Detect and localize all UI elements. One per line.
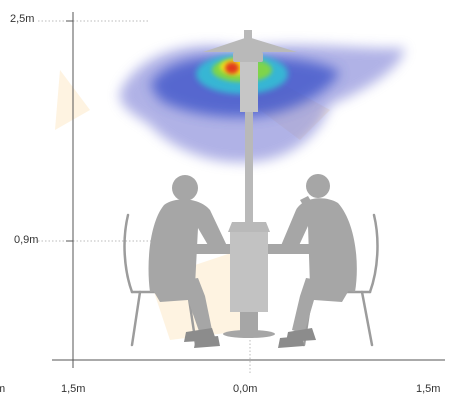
table-foot xyxy=(223,330,275,338)
head-left xyxy=(172,175,198,201)
heater-housing xyxy=(240,62,258,112)
heat-plume xyxy=(119,44,405,163)
heater-base xyxy=(228,222,270,232)
x-label-edge: m xyxy=(0,383,6,395)
legs-left xyxy=(150,278,212,334)
heater-cap xyxy=(244,30,252,39)
heater-pole xyxy=(245,112,253,222)
patio-heater xyxy=(203,30,297,232)
heater-reflector xyxy=(203,37,297,52)
head-right xyxy=(306,174,330,198)
torso-left xyxy=(148,199,228,292)
table-drum xyxy=(230,232,268,312)
x-label-left: 1,5m xyxy=(61,383,86,395)
shoe-right-2 xyxy=(278,336,304,348)
table-leg xyxy=(240,312,258,332)
x-label-center: 0,0m xyxy=(233,383,258,395)
y-label-top: 2,5m xyxy=(10,13,35,25)
x-label-right: 1,5m xyxy=(416,383,441,395)
torso-right xyxy=(280,198,357,292)
heater-burner xyxy=(233,52,263,62)
person-left xyxy=(148,175,228,348)
heat-red xyxy=(225,62,239,74)
y-label-mid: 0,9m xyxy=(14,234,39,246)
shoe-left-2 xyxy=(194,336,220,348)
person-right xyxy=(278,174,357,348)
legs-right xyxy=(292,278,352,334)
arm-right xyxy=(300,196,314,210)
table xyxy=(185,232,313,338)
